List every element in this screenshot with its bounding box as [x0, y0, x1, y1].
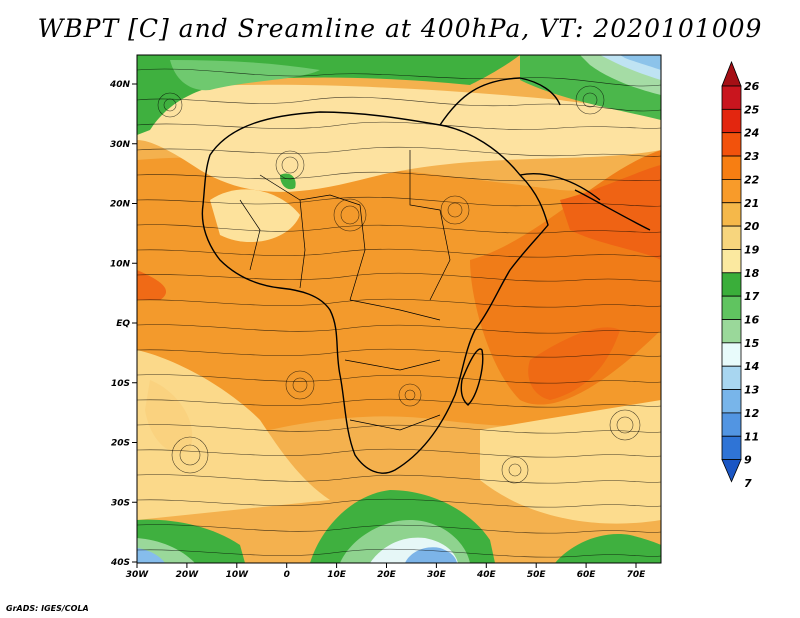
- colorbar-cell: [721, 85, 742, 110]
- lat-tick-label: 10N: [110, 259, 131, 269]
- coastlines: [201, 77, 651, 474]
- lat-tick-label: 40S: [110, 558, 130, 568]
- grads-credit: GrADS: IGES/COLA: [6, 604, 89, 613]
- latitude-axis: 40N 30N 20N 10N EQ 10S 20S 30S 40S: [109, 80, 137, 568]
- colorbar-label: 7: [744, 477, 752, 490]
- colorbar-label: 23: [744, 150, 760, 163]
- lon-tick-label: 20E: [377, 570, 397, 580]
- lon-tick-label: 10E: [327, 570, 347, 580]
- colorbar-label: 15: [744, 337, 760, 350]
- lon-tick-label: 50E: [527, 570, 547, 580]
- colorbar-label: 14: [744, 360, 759, 373]
- colorbar-cell: [721, 295, 742, 320]
- colorbar-cell: [721, 389, 742, 414]
- colorbar-cell: [721, 412, 742, 437]
- colorbar-bottom-arrow: [721, 459, 742, 483]
- colorbar-cell: [721, 178, 742, 204]
- colorbar-label: 17: [744, 290, 760, 303]
- colorbar-label: 22: [744, 173, 760, 186]
- colorbar-label: 25: [744, 103, 760, 116]
- colorbar-label: 9: [744, 454, 752, 467]
- colorbar-top-arrow: [721, 60, 742, 87]
- lat-tick-label: EQ: [116, 319, 130, 329]
- lat-tick-label: 10S: [111, 379, 130, 389]
- colorbar-label: 13: [744, 384, 760, 397]
- colorbar-label: 24: [744, 127, 759, 140]
- colorbar-cell: [721, 365, 742, 390]
- colorbar-label: 21: [744, 197, 759, 210]
- colorbar-cell: [721, 435, 742, 461]
- lat-tick-label: 20S: [111, 439, 130, 449]
- colorbar-label: 20: [744, 220, 760, 233]
- temperature-field: [137, 55, 661, 563]
- map-frame: [136, 54, 662, 564]
- country-borders: [239, 150, 451, 431]
- colorbar-cell: [721, 272, 742, 297]
- lat-tick-label: 40N: [109, 80, 131, 90]
- map-title: WBPT [C] and Sreamline at 400hPa, VT: 20…: [37, 14, 763, 43]
- lon-tick-label: 60E: [577, 570, 597, 580]
- lon-tick-label: 0: [284, 570, 290, 580]
- lon-tick-label: 40E: [476, 570, 497, 580]
- lon-tick-label: 70E: [627, 570, 647, 580]
- colorbar-label: 12: [744, 407, 760, 420]
- colorbar-cell: [721, 108, 742, 134]
- colorbar-label: 16: [744, 314, 760, 327]
- colorbar-cell: [721, 155, 742, 180]
- lon-tick-label: 10W: [226, 570, 250, 580]
- streamlines: [137, 68, 661, 558]
- longitude-axis: 30W 20W 10W 0 10E 20E 30E 40E 50E 60E 70E: [126, 563, 646, 580]
- colorbar: 26 25 24 23 22 21 20 19 18 17 16 15 14 13 12 11 9 7: [721, 60, 760, 490]
- colorbar-cell: [721, 202, 742, 227]
- colorbar-label: 18: [744, 267, 760, 280]
- colorbar-cell: [721, 225, 742, 250]
- lon-tick-label: 20W: [176, 570, 200, 580]
- colorbar-label: 19: [744, 243, 760, 256]
- colorbar-label: 11: [744, 430, 759, 443]
- colorbar-cell: [721, 319, 742, 344]
- colorbar-cell: [721, 342, 742, 367]
- lat-tick-label: 30S: [111, 498, 130, 508]
- lat-tick-label: 30N: [110, 140, 131, 150]
- lon-tick-label: 30E: [427, 570, 447, 580]
- colorbar-label: 26: [744, 80, 760, 93]
- lat-tick-label: 20N: [110, 200, 131, 210]
- lon-tick-label: 30W: [126, 570, 150, 580]
- colorbar-cell: [721, 132, 742, 157]
- colorbar-cell: [721, 249, 742, 274]
